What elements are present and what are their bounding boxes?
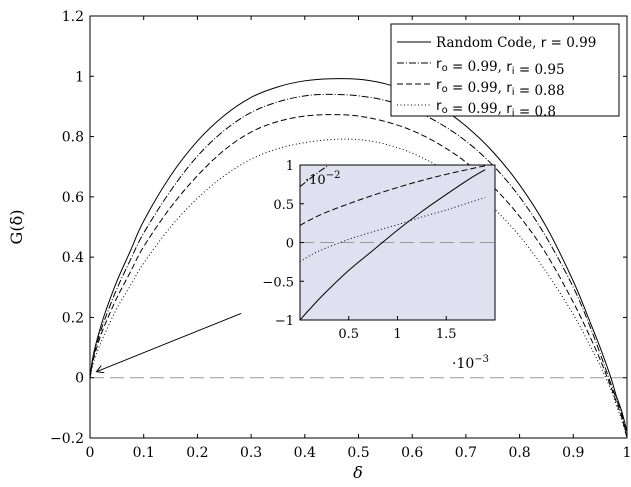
y-tick-label: 0.6	[62, 190, 84, 206]
series-line-1	[90, 78, 627, 433]
x-tick-label: 0.8	[508, 445, 530, 461]
inset-x-tick-label: 1	[393, 327, 401, 342]
inset-y-tick-label: 0.5	[273, 198, 294, 213]
x-tick-label: 0	[86, 445, 95, 461]
inset-y-tick-label: 1	[286, 159, 294, 174]
x-tick-label: 0.9	[562, 445, 584, 461]
y-axis-ticks: −0.2 0 0.2 0.4 0.6 0.8 1 1.2	[50, 9, 627, 447]
x-axis-label: δ	[353, 463, 363, 482]
inset-y-tick-label: −0.5	[262, 275, 294, 290]
legend: Random Code, r = 0.99 ro = 0.99, ri = 0.9…	[390, 23, 620, 120]
inset-y-axis-ticks: −1 −0.5 0 0.5 1	[262, 159, 304, 329]
inset-x-tick-label: 1.5	[436, 327, 457, 342]
y-tick-label: 0.2	[62, 310, 84, 326]
y-tick-label: 0	[75, 371, 84, 387]
inset-y-tick-label: 0	[286, 237, 294, 252]
series-line-3	[90, 114, 627, 438]
y-tick-label: 0.4	[62, 250, 84, 266]
x-tick-label: 0.1	[133, 445, 155, 461]
x-tick-label: 0.4	[294, 445, 316, 461]
x-tick-label: 1	[623, 445, 631, 461]
y-tick-label: 1.2	[62, 9, 84, 25]
legend-items: Random Code, r = 0.99 ro = 0.99, ri = 0.9…	[397, 35, 596, 120]
legend-label-1: Random Code, r = 0.99	[436, 35, 596, 51]
main-plot: 0 0.1 0.2 0.3 0.4 0.5 0.6 0.7 0.8 0.9 1 −0.200.20.…	[7, 9, 631, 482]
inset-y-scale-label: ·10−2	[305, 170, 340, 188]
inset-x-scale-label: ·10−3	[452, 354, 489, 372]
legend-label-2: ro = 0.99, ri = 0.95	[436, 56, 565, 78]
inset-x-tick-label: 0.5	[338, 327, 359, 342]
y-tick-label: 0.8	[62, 130, 84, 146]
x-axis-ticks: 0 0.1 0.2 0.3 0.4 0.5 0.6 0.7 0.8 0.9 1	[86, 16, 631, 461]
main-series-group	[90, 78, 627, 438]
x-tick-label: 0.5	[347, 445, 369, 461]
inset-x-axis-ticks: 0.5 1 1.5	[338, 316, 457, 342]
legend-label-4: ro = 0.99, ri = 0.8	[436, 98, 556, 120]
x-tick-label: 0.6	[401, 445, 423, 461]
series-line-4	[90, 138, 627, 438]
x-tick-label: 0.3	[240, 445, 262, 461]
series-line-2	[90, 93, 627, 436]
legend-label-3: ro = 0.99, ri = 0.88	[436, 77, 565, 99]
legend-box	[390, 23, 620, 117]
inset-y-tick-label: −1	[275, 314, 294, 329]
y-tick-label: 1	[75, 69, 84, 85]
x-tick-label: 0.7	[455, 445, 477, 461]
y-axis-label: G(δ)	[7, 210, 26, 245]
inset-series-group	[300, 165, 486, 320]
x-tick-label: 0.2	[186, 445, 208, 461]
annotation-arrow	[96, 312, 242, 371]
inset-plot: 0.5 1 1.5 −1 −0.5 0 0.5 1 ·10−2	[262, 159, 496, 342]
inset-series-line-1	[300, 169, 486, 320]
inset-series-line-3	[300, 165, 486, 226]
y-tick-label: −0.2	[50, 431, 84, 447]
